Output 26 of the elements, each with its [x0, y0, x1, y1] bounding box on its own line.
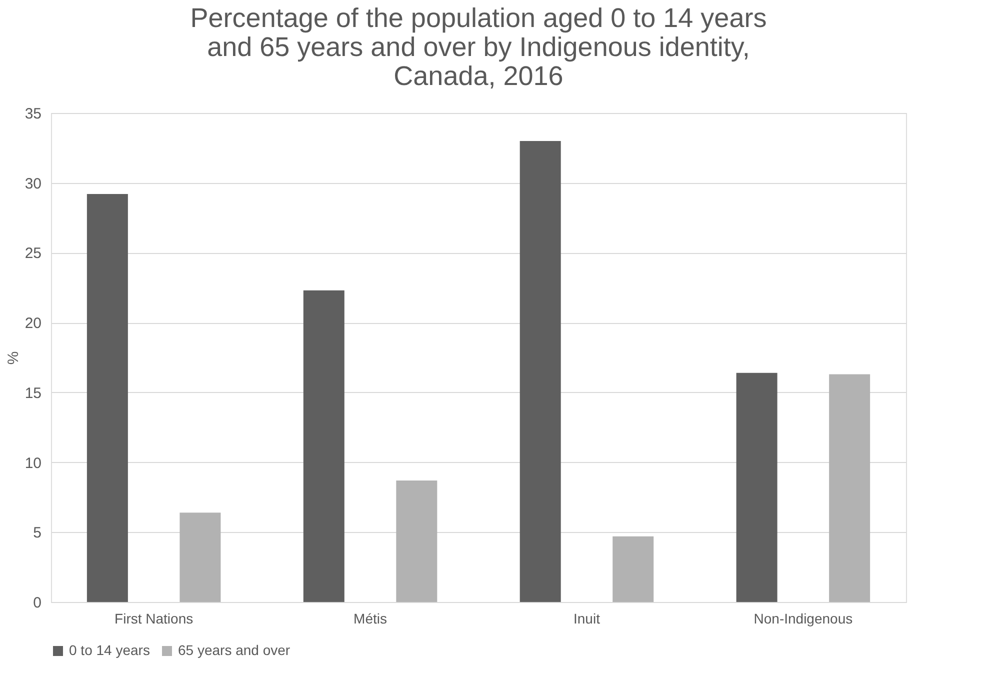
- bar: [396, 480, 438, 602]
- bar: [180, 512, 221, 602]
- x-tick-label: First Nations: [114, 610, 194, 626]
- y-tick-label: 15: [24, 384, 42, 402]
- text: and 65 years and over by Indigenous identity,: [207, 32, 750, 62]
- x-tick-label: Métis: [354, 610, 387, 626]
- legend-label: 0 to 14 years: [69, 642, 150, 658]
- text: Percentage of the population aged 0 to 14 years: [190, 3, 767, 33]
- y-tick-label: 30: [24, 175, 42, 192]
- bar: [520, 140, 561, 602]
- bar: [86, 194, 128, 602]
- bar: [612, 536, 654, 602]
- y-tick-label: 10: [24, 454, 42, 472]
- y-tick-label: 35: [24, 106, 42, 122]
- bar: [736, 372, 778, 602]
- text: Canada, 2016: [394, 61, 564, 91]
- legend-label: 65 years and over: [178, 642, 290, 658]
- y-tick-label: 25: [24, 245, 42, 262]
- y-axis-title: %: [4, 351, 22, 365]
- x-tick-label: Non-Indigenous: [754, 610, 853, 626]
- bar: [829, 374, 870, 602]
- x-tick-label: Inuit: [573, 610, 600, 626]
- y-tick-label: 5: [33, 524, 42, 542]
- bar: [303, 290, 344, 602]
- y-tick-label: 0: [33, 594, 42, 612]
- y-tick-label: 20: [24, 315, 42, 332]
